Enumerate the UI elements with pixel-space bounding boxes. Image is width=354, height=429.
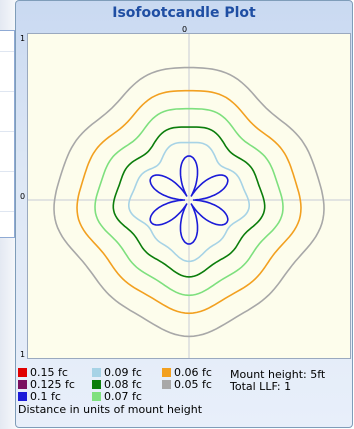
axis-label-left-top: 1 — [20, 34, 26, 43]
contour-0.06-fc — [76, 89, 302, 315]
legend-swatch — [92, 368, 101, 377]
background-side-panel — [0, 30, 15, 238]
legend-swatch — [162, 380, 171, 389]
panel-divider — [0, 171, 14, 172]
distance-note: Distance in units of mount height — [18, 403, 203, 416]
legend-item: 0.07 fc — [92, 390, 142, 403]
legend-label: 0.06 fc — [174, 366, 212, 379]
contour-0.05-fc — [53, 66, 325, 338]
legend-swatch — [92, 380, 101, 389]
isofootcandle-contours — [53, 66, 325, 338]
legend-swatch — [18, 392, 27, 401]
grid-lines — [28, 34, 350, 358]
legend-label: 0.15 fc — [30, 366, 68, 379]
panel-divider — [0, 131, 14, 132]
legend-item: 0.15 fc — [18, 366, 68, 379]
legend-swatch — [92, 392, 101, 401]
panel-divider — [0, 51, 14, 52]
legend-swatch — [18, 368, 27, 377]
legend-label: 0.125 fc — [30, 378, 75, 391]
legend-label: 0.1 fc — [30, 390, 61, 403]
plot-title: Isofootcandle Plot — [112, 5, 256, 21]
contour-0.09-fc — [128, 141, 250, 263]
legend-item: 0.06 fc — [162, 366, 212, 379]
legend: 0.15 fc 0.125 fc 0.1 fc 0.09 fc 0.08 fc … — [18, 366, 350, 426]
contour-0.08-fc — [112, 126, 266, 278]
contour-0.07-fc — [94, 107, 284, 297]
legend-label: 0.08 fc — [104, 378, 142, 391]
legend-item: 0.1 fc — [18, 390, 61, 403]
legend-item: 0.09 fc — [92, 366, 142, 379]
legend-label: 0.05 fc — [174, 378, 212, 391]
legend-item: 0.125 fc — [18, 378, 75, 391]
plot-area[interactable]: 0 1 0 1 — [20, 25, 351, 359]
axis-label-left-bottom: 1 — [20, 350, 26, 359]
panel-divider — [0, 91, 14, 92]
legend-swatch — [18, 380, 27, 389]
legend-swatch — [162, 368, 171, 377]
legend-item: 0.08 fc — [92, 378, 142, 391]
legend-item: 0.05 fc — [162, 378, 212, 391]
axis-label-left-middle: 0 — [20, 192, 26, 201]
isofootcandle-window: Isofootcandle Plot 0 1 0 1 0.15 fc 0.125… — [15, 0, 353, 428]
contour-0.1-fc — [149, 155, 229, 245]
mount-height-text: Mount height: 5ft — [230, 368, 326, 381]
axis-label-top-center: 0 — [182, 25, 188, 34]
legend-label: 0.07 fc — [104, 390, 142, 403]
panel-divider — [0, 211, 14, 212]
contour-plot — [28, 34, 350, 358]
legend-label: 0.09 fc — [104, 366, 142, 379]
total-llf-text: Total LLF: 1 — [230, 380, 292, 393]
